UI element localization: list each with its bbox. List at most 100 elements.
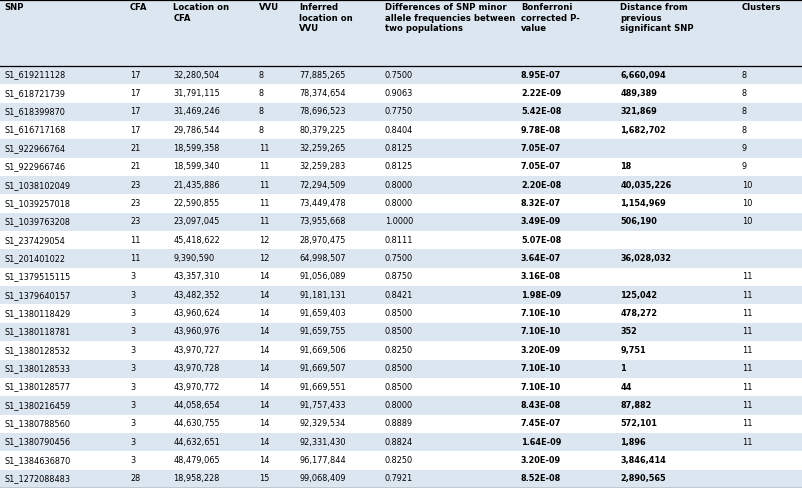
Text: 14: 14 xyxy=(258,364,269,373)
Text: 3: 3 xyxy=(130,309,135,318)
Bar xyxy=(0,249,802,268)
Bar xyxy=(0,415,802,433)
Text: 21: 21 xyxy=(130,163,140,171)
Text: 31,791,115: 31,791,115 xyxy=(173,89,220,98)
Text: 11: 11 xyxy=(741,438,751,447)
Text: 43,970,772: 43,970,772 xyxy=(173,383,219,391)
Text: 3: 3 xyxy=(130,272,135,282)
Text: 125,042: 125,042 xyxy=(619,291,656,300)
Text: 2.20E-08: 2.20E-08 xyxy=(520,181,561,190)
Text: 1: 1 xyxy=(619,364,625,373)
Text: Distance from
previous
significant SNP: Distance from previous significant SNP xyxy=(619,3,693,33)
Text: 44,632,651: 44,632,651 xyxy=(173,438,220,447)
Text: 7.10E-10: 7.10E-10 xyxy=(520,383,561,391)
Text: 0.8125: 0.8125 xyxy=(384,163,412,171)
Text: 18,599,340: 18,599,340 xyxy=(173,163,220,171)
Text: 14: 14 xyxy=(258,346,269,355)
Text: 29,786,544: 29,786,544 xyxy=(173,125,220,135)
Text: 8: 8 xyxy=(258,89,264,98)
Text: 64,998,507: 64,998,507 xyxy=(299,254,346,263)
Text: 12: 12 xyxy=(258,254,269,263)
Text: 3,846,414: 3,846,414 xyxy=(619,456,665,465)
Text: S1_619211128: S1_619211128 xyxy=(4,71,65,80)
Bar xyxy=(0,231,802,249)
Text: 3: 3 xyxy=(130,291,135,300)
Text: S1_1380788560: S1_1380788560 xyxy=(4,419,70,428)
Bar xyxy=(0,341,802,360)
Text: 32,280,504: 32,280,504 xyxy=(173,71,219,80)
Text: 48,479,065: 48,479,065 xyxy=(173,456,220,465)
Bar xyxy=(0,176,802,194)
Text: 14: 14 xyxy=(258,272,269,282)
Text: 8.32E-07: 8.32E-07 xyxy=(520,199,561,208)
Text: 28,970,475: 28,970,475 xyxy=(299,236,345,245)
Text: 87,882: 87,882 xyxy=(619,401,650,410)
Text: 11: 11 xyxy=(741,291,751,300)
Text: 0.7500: 0.7500 xyxy=(384,254,412,263)
Text: 31,469,246: 31,469,246 xyxy=(173,107,220,116)
Text: 11: 11 xyxy=(741,346,751,355)
Text: 11: 11 xyxy=(258,199,269,208)
Text: 321,869: 321,869 xyxy=(619,107,656,116)
Text: 99,068,409: 99,068,409 xyxy=(299,474,346,483)
Text: 11: 11 xyxy=(741,272,751,282)
Text: 14: 14 xyxy=(258,438,269,447)
Text: 1.98E-09: 1.98E-09 xyxy=(520,291,561,300)
Text: Location on
CFA: Location on CFA xyxy=(173,3,229,23)
Text: 15: 15 xyxy=(258,474,269,483)
Bar xyxy=(0,268,802,286)
Text: 3: 3 xyxy=(130,364,135,373)
Text: 28: 28 xyxy=(130,474,140,483)
Text: S1_1379640157: S1_1379640157 xyxy=(4,291,71,300)
Text: 506,190: 506,190 xyxy=(619,217,656,226)
Text: S1_1380118429: S1_1380118429 xyxy=(4,309,71,318)
Bar xyxy=(0,451,802,469)
Text: 14: 14 xyxy=(258,419,269,428)
Text: 17: 17 xyxy=(130,89,140,98)
Text: 8.95E-07: 8.95E-07 xyxy=(520,71,561,80)
Text: S1_1039763208: S1_1039763208 xyxy=(4,217,70,226)
Text: 10: 10 xyxy=(741,181,751,190)
Text: 44: 44 xyxy=(619,383,631,391)
Text: 36,028,032: 36,028,032 xyxy=(619,254,670,263)
Text: S1_1039257018: S1_1039257018 xyxy=(4,199,70,208)
Text: 21: 21 xyxy=(130,144,140,153)
Text: 7.05E-07: 7.05E-07 xyxy=(520,163,561,171)
Text: S1_616717168: S1_616717168 xyxy=(4,125,65,135)
Text: 1.64E-09: 1.64E-09 xyxy=(520,438,561,447)
Text: 43,960,624: 43,960,624 xyxy=(173,309,220,318)
Text: 11: 11 xyxy=(741,309,751,318)
Text: 0.8500: 0.8500 xyxy=(384,309,412,318)
Text: 0.8250: 0.8250 xyxy=(384,346,412,355)
Text: 7.10E-10: 7.10E-10 xyxy=(520,327,561,337)
Text: 11: 11 xyxy=(741,364,751,373)
Text: 5.42E-08: 5.42E-08 xyxy=(520,107,561,116)
Bar xyxy=(0,84,802,102)
Text: 23,097,045: 23,097,045 xyxy=(173,217,219,226)
Text: 23: 23 xyxy=(130,217,140,226)
Text: 3: 3 xyxy=(130,383,135,391)
Bar xyxy=(0,121,802,139)
Text: 78,696,523: 78,696,523 xyxy=(299,107,346,116)
Bar xyxy=(0,139,802,158)
Text: 9.78E-08: 9.78E-08 xyxy=(520,125,561,135)
Bar xyxy=(0,213,802,231)
Text: 23: 23 xyxy=(130,199,140,208)
Bar xyxy=(0,66,802,84)
Text: 77,885,265: 77,885,265 xyxy=(299,71,345,80)
Text: S1_618399870: S1_618399870 xyxy=(4,107,65,116)
Text: 0.8250: 0.8250 xyxy=(384,456,412,465)
Text: 43,970,728: 43,970,728 xyxy=(173,364,219,373)
Text: 78,374,654: 78,374,654 xyxy=(299,89,346,98)
Text: 0.8000: 0.8000 xyxy=(384,181,412,190)
Text: 7.45E-07: 7.45E-07 xyxy=(520,419,561,428)
Text: 11: 11 xyxy=(741,401,751,410)
Text: 1.0000: 1.0000 xyxy=(384,217,412,226)
Text: S1_1384636870: S1_1384636870 xyxy=(4,456,71,465)
Bar xyxy=(0,194,802,213)
Text: 91,659,755: 91,659,755 xyxy=(299,327,346,337)
Bar xyxy=(0,102,802,121)
Text: 8: 8 xyxy=(741,71,746,80)
Text: 3: 3 xyxy=(130,456,135,465)
Text: 73,449,478: 73,449,478 xyxy=(299,199,346,208)
